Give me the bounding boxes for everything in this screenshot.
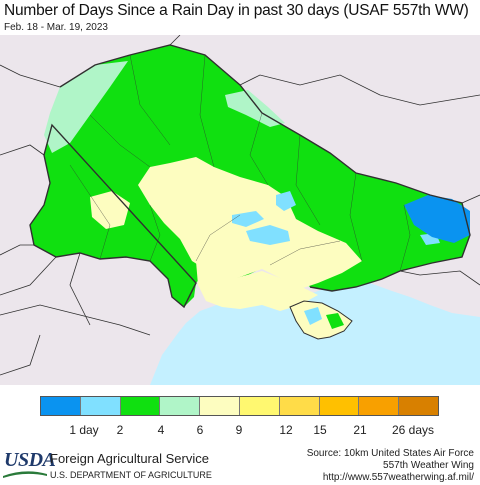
map: [0, 35, 480, 385]
map-svg: [0, 35, 480, 385]
legend-labels: 1 day 2 4 6 9 12 15 21 26 days: [40, 423, 440, 437]
legend-label-1: 1 day: [69, 423, 99, 437]
oblast-borders: [69, 54, 411, 272]
department-name: U.S. DEPARTMENT OF AGRICULTURE: [50, 470, 212, 480]
legend-swatch-9: [359, 397, 400, 415]
legend-label-5: 9: [235, 423, 243, 437]
legend-label-7: 15: [313, 423, 327, 437]
source-line-2: 557th Weather Wing: [383, 460, 474, 471]
source-line-1: Source: 10km United States Air Force: [306, 448, 474, 459]
legend-swatch-3: [120, 397, 161, 415]
legend-label-6: 12: [279, 423, 293, 437]
legend-swatch-7: [279, 397, 320, 415]
agency-name: Foreign Agricultural Service: [50, 451, 209, 466]
footer: USDA Foreign Agricultural Service U.S. D…: [0, 446, 480, 485]
legend-bar: [40, 396, 439, 416]
usda-swoosh-icon: [3, 471, 47, 478]
legend-swatch-6: [239, 397, 280, 415]
legend-label-8: 21: [353, 423, 367, 437]
map-title: Number of Days Since a Rain Day in past …: [4, 2, 469, 19]
legend-label-4: 6: [196, 423, 204, 437]
region-yellow-south: [196, 261, 318, 311]
legend-swatch-4: [160, 397, 201, 415]
legend-label-3: 4: [157, 423, 165, 437]
usda-logo: USDA: [4, 449, 56, 471]
region-blue-east: [404, 195, 470, 243]
legend-label-2: 2: [116, 423, 124, 437]
legend-swatch-2: [80, 397, 121, 415]
date-range: Feb. 18 - Mar. 19, 2023: [4, 22, 108, 33]
legend-swatch-8: [319, 397, 360, 415]
crimea-lightblue: [304, 307, 322, 325]
legend-swatch-10: [399, 397, 438, 415]
legend-label-9: 26 days: [391, 423, 435, 437]
region-lightblue-3: [276, 191, 296, 211]
source-credit: Source: 10km United States Air Force 557…: [234, 448, 474, 484]
neighbor-borders: [0, 35, 480, 376]
source-line-3[interactable]: http://www.557weatherwing.af.mil/: [322, 472, 474, 483]
crimea-border: [289, 300, 353, 340]
crimea-green: [326, 313, 344, 329]
region-lightblue-2: [246, 225, 290, 245]
region-green: [30, 45, 470, 307]
national-border: [29, 44, 471, 309]
legend-swatch-1: [41, 397, 81, 415]
legend-swatch-5: [200, 397, 240, 415]
